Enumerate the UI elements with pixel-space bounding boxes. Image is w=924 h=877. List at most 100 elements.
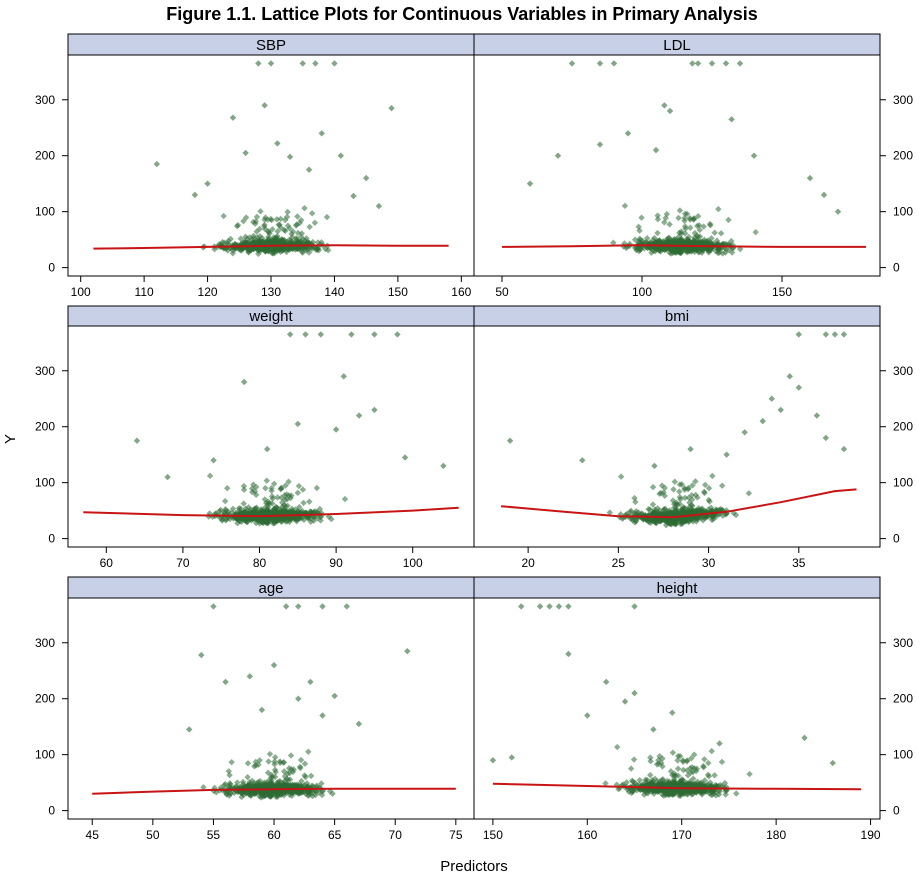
data-point bbox=[706, 498, 713, 505]
data-point bbox=[223, 516, 230, 523]
data-point bbox=[636, 235, 643, 243]
data-point bbox=[350, 192, 357, 200]
data-point bbox=[736, 60, 744, 67]
data-point bbox=[689, 782, 696, 789]
data-point bbox=[298, 230, 305, 237]
y-tick-label: 0 bbox=[48, 804, 55, 818]
y-tick-label: 100 bbox=[893, 205, 913, 219]
data-point bbox=[565, 650, 572, 658]
data-point bbox=[274, 228, 281, 235]
y-tick-label: 100 bbox=[893, 748, 913, 762]
data-point bbox=[687, 445, 694, 453]
data-point bbox=[706, 245, 713, 252]
data-point bbox=[623, 779, 630, 786]
data-point bbox=[229, 250, 236, 257]
data-point bbox=[302, 510, 310, 518]
data-point bbox=[678, 481, 686, 488]
data-point bbox=[261, 102, 268, 109]
data-point bbox=[244, 773, 251, 781]
y-tick-label: 200 bbox=[35, 420, 55, 434]
data-point bbox=[329, 790, 336, 797]
data-point bbox=[673, 511, 680, 518]
data-point bbox=[712, 789, 719, 796]
data-point bbox=[280, 768, 288, 775]
data-point bbox=[283, 491, 290, 498]
data-point bbox=[636, 246, 643, 253]
data-point bbox=[698, 514, 706, 521]
data-point bbox=[288, 792, 296, 799]
strip-label-weight: weight bbox=[248, 308, 293, 325]
data-point bbox=[684, 772, 692, 779]
data-point bbox=[660, 792, 668, 799]
data-point bbox=[700, 223, 707, 230]
data-point bbox=[651, 462, 658, 470]
data-point bbox=[261, 511, 268, 518]
data-point bbox=[613, 781, 620, 788]
data-point bbox=[741, 429, 748, 436]
data-point bbox=[650, 790, 658, 797]
data-point bbox=[300, 499, 307, 507]
data-point bbox=[695, 221, 703, 229]
y-tick-label: 200 bbox=[35, 692, 55, 706]
data-point bbox=[711, 772, 718, 779]
data-point bbox=[240, 378, 248, 386]
data-point bbox=[222, 678, 229, 686]
data-point bbox=[688, 501, 695, 509]
data-point bbox=[722, 60, 730, 67]
data-point bbox=[750, 152, 758, 159]
data-point bbox=[306, 498, 313, 505]
data-point bbox=[312, 60, 319, 67]
data-point bbox=[276, 781, 283, 789]
data-point bbox=[568, 60, 576, 67]
data-point bbox=[658, 482, 666, 489]
data-point bbox=[404, 647, 411, 655]
data-point bbox=[705, 485, 713, 492]
data-point bbox=[678, 510, 685, 517]
x-tick-label: 90 bbox=[329, 556, 343, 570]
data-point bbox=[596, 60, 604, 67]
data-point bbox=[716, 740, 723, 747]
data-point bbox=[681, 230, 689, 237]
data-point bbox=[670, 486, 677, 493]
data-point bbox=[295, 695, 302, 702]
data-point bbox=[213, 789, 220, 796]
data-point bbox=[716, 249, 723, 256]
data-point bbox=[277, 508, 285, 516]
data-point bbox=[274, 494, 281, 501]
data-point bbox=[610, 239, 617, 246]
data-point bbox=[286, 331, 294, 338]
data-point bbox=[638, 214, 645, 221]
data-point bbox=[801, 734, 808, 742]
data-point bbox=[676, 240, 683, 248]
data-point bbox=[614, 743, 621, 751]
data-point bbox=[246, 778, 253, 786]
data-point bbox=[636, 776, 643, 784]
data-point bbox=[388, 104, 395, 112]
data-point bbox=[264, 239, 271, 246]
data-point bbox=[272, 768, 279, 776]
data-point bbox=[705, 773, 713, 780]
data-point bbox=[655, 510, 662, 517]
x-tick-label: 100 bbox=[632, 285, 652, 299]
data-point bbox=[234, 779, 241, 786]
data-point bbox=[722, 791, 729, 798]
data-point bbox=[301, 760, 309, 767]
data-point bbox=[694, 513, 702, 520]
y-tick-label: 200 bbox=[893, 692, 913, 706]
data-point bbox=[268, 484, 275, 492]
data-point bbox=[273, 514, 281, 521]
data-point bbox=[686, 216, 694, 223]
data-point bbox=[646, 780, 654, 788]
data-point bbox=[693, 767, 700, 775]
data-point bbox=[261, 221, 268, 229]
data-point bbox=[295, 245, 303, 252]
data-point bbox=[217, 506, 224, 514]
x-tick-label: 70 bbox=[176, 556, 190, 570]
data-point bbox=[679, 507, 687, 515]
y-tick-label: 0 bbox=[893, 261, 900, 275]
data-point bbox=[675, 214, 682, 222]
data-point bbox=[297, 789, 304, 797]
y-tick-label: 200 bbox=[893, 420, 913, 434]
data-point bbox=[654, 505, 661, 512]
data-point bbox=[205, 513, 212, 520]
